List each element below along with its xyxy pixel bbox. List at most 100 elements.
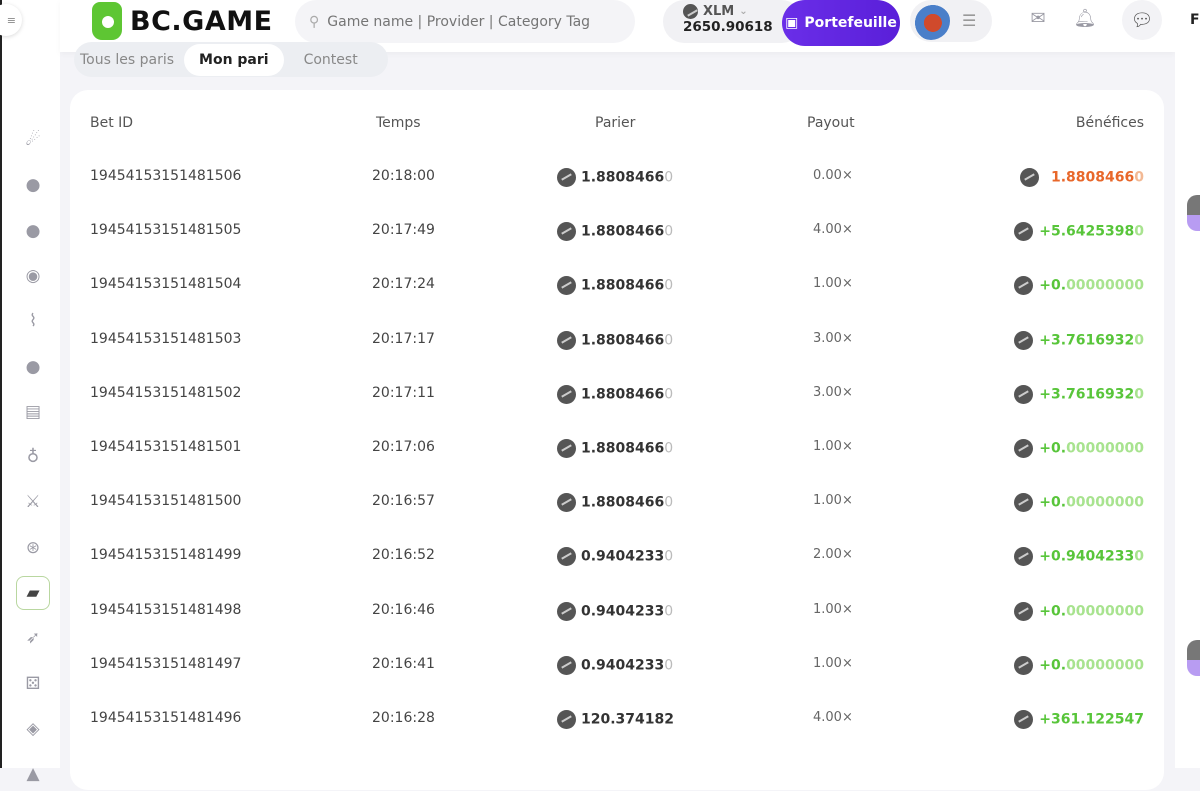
bet-amount-value: 1.8808466 bbox=[581, 440, 665, 457]
xlm-coin-icon bbox=[557, 168, 576, 187]
rocket-icon[interactable]: ➶ bbox=[25, 628, 41, 649]
wheel-icon[interactable]: ⊛ bbox=[25, 537, 41, 558]
chat-avatar[interactable] bbox=[1187, 640, 1200, 676]
bet-amount-trailing: 0 bbox=[664, 386, 674, 403]
bet-amount: 1.88084660 bbox=[557, 276, 677, 296]
bet-id[interactable]: 19454153151481505 bbox=[90, 222, 242, 239]
bet-tabs: Tous les paris Mon pari Contest bbox=[74, 42, 388, 77]
chat-avatar[interactable] bbox=[1187, 195, 1200, 231]
bet-amount-trailing: 0 bbox=[664, 494, 674, 511]
profit-trailing: 00000000 bbox=[1066, 603, 1144, 620]
wallet-label: Portefeuille bbox=[804, 15, 897, 31]
bet-id[interactable]: 19454153151481501 bbox=[90, 439, 242, 455]
table-row[interactable]: 19454153151481504 20:17:24 1.88084660 1.… bbox=[70, 276, 1164, 306]
xlm-coin-icon bbox=[683, 4, 698, 19]
bet-time: 20:18:00 bbox=[372, 168, 435, 184]
xlm-coin-icon bbox=[557, 439, 576, 458]
search-box[interactable]: ⚲ bbox=[295, 0, 635, 43]
table-row[interactable]: 19454153151481501 20:17:06 1.88084660 1.… bbox=[70, 439, 1164, 469]
car-icon[interactable]: ▰ bbox=[16, 576, 50, 610]
payout: 3.00× bbox=[813, 384, 853, 400]
bet-time: 20:16:41 bbox=[372, 655, 435, 672]
profit-trailing: 00000000 bbox=[1066, 494, 1144, 511]
sidebar: ≡ ☄ ● ● ◉ ⌇ ● ▤ ♁ ⚔ ⊛ ▰ ➶ ⚄ ◈ ▲ bbox=[0, 0, 60, 784]
payout: 2.00× bbox=[813, 547, 853, 563]
bet-time: 20:17:24 bbox=[372, 276, 435, 293]
bet-id[interactable]: 19454153151481500 bbox=[90, 493, 242, 510]
logo[interactable]: BC.GAME bbox=[92, 2, 273, 40]
table-row[interactable]: 19454153151481500 20:16:57 1.88084660 1.… bbox=[70, 493, 1164, 523]
menu-toggle-button[interactable]: ≡ bbox=[0, 4, 22, 36]
table-row[interactable]: 19454153151481503 20:17:17 1.88084660 3.… bbox=[70, 330, 1164, 361]
bomb-icon[interactable]: ● bbox=[25, 356, 41, 377]
search-input[interactable] bbox=[327, 13, 608, 30]
table-row[interactable]: 19454153151481498 20:16:46 0.94042330 1.… bbox=[70, 601, 1164, 632]
tab-my-bets[interactable]: Mon pari bbox=[184, 43, 284, 76]
bet-amount-trailing: 0 bbox=[664, 603, 674, 620]
wallet-button[interactable]: ▣ Portefeuille bbox=[782, 0, 900, 46]
profit-value: +0. bbox=[1039, 440, 1067, 457]
table-row[interactable]: 19454153151481502 20:17:11 1.88084660 3.… bbox=[70, 384, 1164, 415]
bet-id[interactable]: 19454153151481498 bbox=[90, 601, 242, 618]
profit-value: +0. bbox=[1039, 494, 1067, 511]
profit: +361.122547 bbox=[1014, 710, 1144, 729]
comet-icon[interactable]: ☄ bbox=[25, 130, 41, 150]
xlm-coin-icon bbox=[557, 276, 576, 296]
bet-time: 20:17:49 bbox=[372, 222, 435, 239]
bet-amount-value: 1.8808466 bbox=[581, 277, 665, 294]
avatar[interactable] bbox=[912, 2, 950, 40]
fruit-icon[interactable]: ● bbox=[25, 220, 41, 241]
bet-id[interactable]: 19454153151481496 bbox=[90, 710, 242, 726]
balance-selector[interactable]: XLM ⌄ 2650.90618 bbox=[663, 0, 803, 43]
profit-value: +0. bbox=[1039, 657, 1067, 674]
bet-id[interactable]: 19454153151481502 bbox=[90, 384, 242, 401]
table-row[interactable]: 19454153151481497 20:16:41 0.94042330 1.… bbox=[70, 655, 1164, 686]
payout: 1.00× bbox=[813, 655, 853, 671]
sword-icon[interactable]: ⚔ bbox=[25, 492, 41, 513]
crab-icon[interactable]: ⌇ bbox=[28, 311, 38, 332]
bet-time: 20:17:17 bbox=[372, 330, 435, 347]
bet-amount: 1.88084660 bbox=[557, 222, 677, 242]
bet-time: 20:17:11 bbox=[372, 384, 435, 401]
lock-icon[interactable]: ▲ bbox=[26, 764, 40, 785]
table-row[interactable]: 19454153151481496 20:16:28 120.374182 4.… bbox=[70, 710, 1164, 740]
bet-id[interactable]: 19454153151481504 bbox=[90, 276, 242, 293]
profit-value: +0. bbox=[1039, 603, 1067, 620]
xlm-coin-icon bbox=[557, 655, 576, 675]
profit-trailing: 00000000 bbox=[1066, 440, 1144, 457]
table-row[interactable]: 19454153151481499 20:16:52 0.94042330 2.… bbox=[70, 547, 1164, 577]
payout: 4.00× bbox=[813, 222, 853, 238]
xlm-coin-icon bbox=[1014, 655, 1034, 675]
bet-id[interactable]: 19454153151481506 bbox=[90, 168, 242, 184]
bet-amount: 1.88084660 bbox=[557, 168, 677, 187]
table-row[interactable]: 19454153151481506 20:18:00 1.88084660 0.… bbox=[70, 168, 1164, 198]
dice-icon[interactable]: ⚄ bbox=[25, 673, 41, 694]
bet-id[interactable]: 19454153151481499 bbox=[90, 547, 242, 564]
ring-icon[interactable]: ♁ bbox=[26, 447, 40, 468]
mail-icon[interactable]: ✉ bbox=[1030, 8, 1046, 29]
bet-amount: 120.374182 bbox=[557, 710, 677, 729]
cards2-icon[interactable]: ◈ bbox=[26, 718, 40, 739]
profit-trailing: 00000000 bbox=[1066, 277, 1144, 294]
bets-table: Bet ID Temps Parier Payout Bénéfices 194… bbox=[70, 90, 1164, 790]
ball-icon[interactable]: ● bbox=[25, 175, 41, 196]
profit-trailing: 0 bbox=[1134, 548, 1144, 565]
user-menu[interactable]: ☰ bbox=[910, 0, 992, 42]
currency-label: XLM bbox=[703, 4, 735, 19]
table-row[interactable]: 19454153151481505 20:17:49 1.88084660 4.… bbox=[70, 222, 1164, 252]
payout: 4.00× bbox=[813, 710, 853, 725]
coins-icon[interactable]: ◉ bbox=[25, 265, 41, 286]
cards-icon[interactable]: ▤ bbox=[24, 401, 42, 422]
bet-amount-value: 1.8808466 bbox=[581, 223, 665, 240]
bell-icon[interactable]: 🔔︎ bbox=[1073, 8, 1097, 29]
tab-contest[interactable]: Contest bbox=[303, 51, 358, 68]
profit-trailing: 0 bbox=[1134, 332, 1144, 349]
balance-amount: 2650.90618 bbox=[683, 19, 773, 35]
xlm-coin-icon bbox=[557, 710, 576, 729]
chat-button[interactable]: 💬︎ bbox=[1122, 0, 1162, 40]
tab-all-bets[interactable]: Tous les paris bbox=[80, 51, 175, 68]
bet-id[interactable]: 19454153151481497 bbox=[90, 655, 242, 672]
bet-id[interactable]: 19454153151481503 bbox=[90, 330, 242, 347]
xlm-coin-icon bbox=[557, 601, 576, 621]
xlm-coin-icon bbox=[1014, 222, 1034, 242]
